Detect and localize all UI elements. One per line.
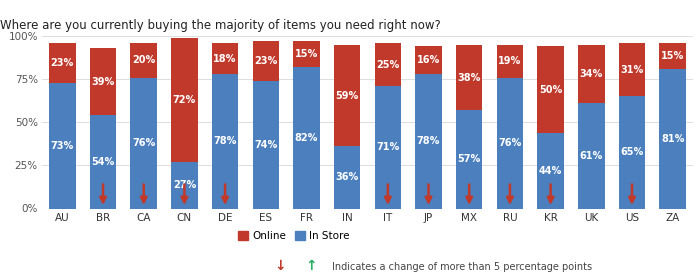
- Text: ↓: ↓: [274, 259, 286, 273]
- Bar: [619, 43, 645, 96]
- Text: ↑: ↑: [306, 259, 317, 273]
- Bar: [172, 162, 197, 208]
- Text: 76%: 76%: [498, 138, 522, 148]
- Text: 15%: 15%: [661, 51, 685, 61]
- Text: Indicates a change of more than 5 percentage points: Indicates a change of more than 5 percen…: [332, 262, 593, 272]
- Bar: [578, 45, 605, 103]
- Bar: [130, 43, 157, 78]
- Text: 18%: 18%: [214, 54, 237, 64]
- Bar: [90, 48, 116, 115]
- Text: 15%: 15%: [295, 49, 318, 59]
- Text: 23%: 23%: [50, 58, 74, 68]
- Text: 31%: 31%: [620, 65, 643, 75]
- Text: 54%: 54%: [92, 157, 115, 167]
- Text: 57%: 57%: [458, 154, 481, 164]
- Text: 25%: 25%: [376, 59, 400, 70]
- Bar: [293, 41, 320, 67]
- Bar: [334, 147, 360, 208]
- Text: 34%: 34%: [580, 69, 603, 79]
- Bar: [293, 67, 320, 208]
- Bar: [130, 78, 157, 208]
- Text: Where are you currently buying the majority of items you need right now?: Where are you currently buying the major…: [0, 19, 440, 32]
- Text: 38%: 38%: [458, 73, 481, 83]
- Text: 72%: 72%: [173, 95, 196, 105]
- Bar: [415, 46, 442, 74]
- Text: 74%: 74%: [254, 140, 277, 150]
- Text: 39%: 39%: [92, 77, 115, 87]
- Text: 76%: 76%: [132, 138, 155, 148]
- Bar: [497, 78, 523, 208]
- Text: 78%: 78%: [416, 136, 440, 146]
- Bar: [49, 43, 76, 83]
- Text: 81%: 81%: [661, 134, 685, 144]
- Bar: [659, 43, 686, 69]
- Bar: [456, 110, 482, 208]
- Text: 27%: 27%: [173, 180, 196, 190]
- Text: 65%: 65%: [620, 148, 643, 157]
- Bar: [49, 83, 76, 208]
- Text: 16%: 16%: [417, 55, 440, 65]
- Bar: [253, 41, 279, 81]
- Text: 23%: 23%: [254, 56, 277, 66]
- Bar: [90, 115, 116, 208]
- Bar: [456, 45, 482, 110]
- Bar: [253, 81, 279, 208]
- Bar: [334, 45, 360, 147]
- Text: 19%: 19%: [498, 56, 522, 66]
- Text: 71%: 71%: [376, 142, 400, 152]
- Bar: [374, 43, 401, 86]
- Bar: [212, 43, 238, 74]
- Text: 44%: 44%: [539, 166, 562, 176]
- Bar: [415, 74, 442, 208]
- Bar: [659, 69, 686, 208]
- Bar: [212, 74, 238, 208]
- Legend: Online, In Store: Online, In Store: [234, 227, 354, 245]
- Bar: [538, 133, 564, 208]
- Text: 78%: 78%: [214, 136, 237, 146]
- Bar: [619, 96, 645, 208]
- Bar: [538, 46, 564, 133]
- Text: 20%: 20%: [132, 55, 155, 65]
- Text: 61%: 61%: [580, 151, 603, 161]
- Bar: [374, 86, 401, 208]
- Bar: [578, 103, 605, 208]
- Text: 59%: 59%: [335, 91, 359, 101]
- Text: 50%: 50%: [539, 85, 562, 95]
- Text: 36%: 36%: [335, 172, 359, 182]
- Bar: [172, 38, 197, 162]
- Text: 73%: 73%: [50, 141, 74, 151]
- Text: 82%: 82%: [295, 133, 318, 143]
- Bar: [497, 45, 523, 78]
